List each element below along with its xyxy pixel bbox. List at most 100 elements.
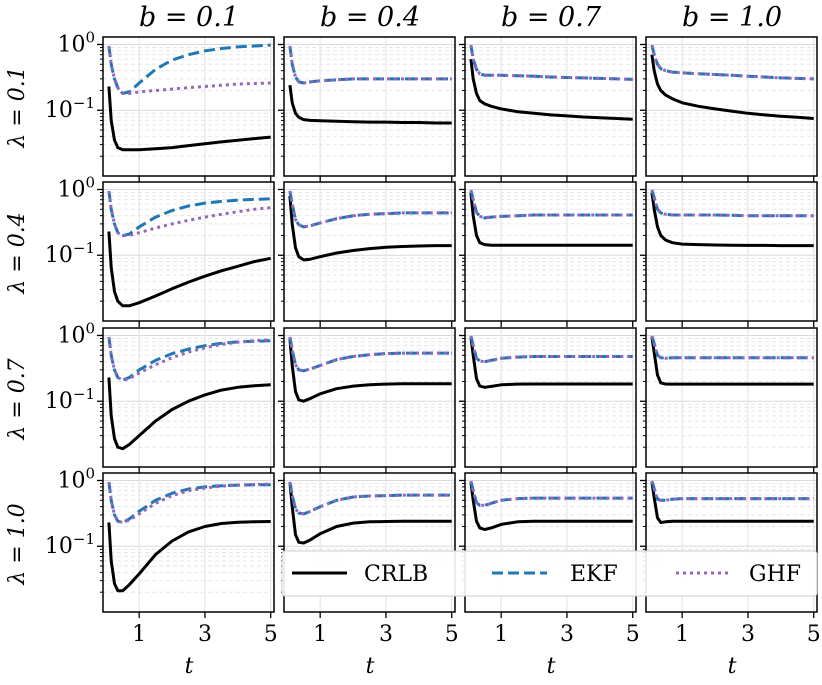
x-axis-label-col1: t [185,654,194,679]
column-title-b-0.7: b = 0.7 [501,2,602,33]
panel-frame [645,472,818,613]
panel-r1-c4 [640,36,818,182]
series-line-ghf [469,480,633,507]
series-line-crlb [288,195,452,262]
series-line-ghf [107,336,271,382]
panel-frame [283,181,456,322]
panel-frame [283,36,456,177]
y-tick-label: 100 [57,319,95,348]
x-tick-label: 3 [379,622,393,647]
series-line-ghf [650,44,814,81]
column-title-b-0.1: b = 0.1 [139,2,239,33]
panel-frame [102,181,275,322]
series-line-ghf [469,335,633,364]
series-line-crlb [469,58,633,121]
x-tick-label: 3 [560,622,574,647]
x-tick-label: 1 [132,622,146,647]
panel-frame [283,472,456,613]
panel-r2-c1: 100 10−1 [45,173,275,327]
panel-r3-c3 [459,327,637,473]
y-tick-label: 10−1 [45,94,95,123]
series-line-crlb [107,231,271,308]
x-tick-label: 5 [264,622,278,647]
y-tick-label: 100 [57,464,95,493]
x-tick-label: 3 [198,622,212,647]
series-line-ghf [107,190,271,237]
series-line-ghf [650,189,814,218]
row-title-lambda-1.0: λ = 1.0 [5,503,30,585]
series-line-crlb [650,481,814,524]
series-line-ekf [288,190,452,229]
series-line-ekf [469,189,633,220]
series-line-crlb [469,336,633,389]
column-title-b-0.4: b = 0.4 [320,2,420,33]
x-tick-label: 1 [494,622,508,647]
series-line-ekf [288,481,452,516]
panel-r2-c3 [459,181,637,327]
series-line-ekf [288,45,452,85]
series-line-crlb [107,377,271,451]
series-line-crlb [650,336,814,386]
series-line-ekf [288,336,452,373]
row-title-lambda-0.7: λ = 0.7 [5,358,30,440]
panel-frame [645,181,818,322]
series-line-crlb [288,481,452,545]
panel-frame [645,36,818,177]
panel-r4-c1: 100 10−1 1 3 5 [45,464,278,647]
y-tick-label: 100 [57,28,95,57]
x-tick-label: 1 [675,622,689,647]
y-tick-label: 100 [57,173,95,202]
series-line-ghf [288,481,452,516]
series-line-crlb [650,192,814,248]
panel-frame [102,36,275,177]
legend: CRLB EKF GHF [281,550,818,597]
x-tick-label: 3 [741,622,755,647]
panel-r3-c2 [278,327,456,473]
panel-r1-c3 [459,36,637,182]
series-line-crlb [469,481,633,531]
column-title-b-1.0: b = 1.0 [682,2,782,33]
x-axis-label-col2: t [366,654,375,679]
series-line-ekf [650,480,814,502]
panel-frame [645,327,818,468]
legend-box [281,550,818,597]
series-line-ekf [469,44,633,81]
series-line-crlb [288,85,452,125]
panel-frame [464,36,637,177]
panel-frame [102,472,275,613]
y-tick-label: 10−1 [45,385,95,414]
x-tick-label: 5 [626,622,640,647]
series-line-ghf [288,336,452,373]
x-axis-label-col3: t [547,654,556,679]
series-line-ghf [650,335,814,360]
x-axis-label-col4: t [728,654,737,679]
panel-frame [464,327,637,468]
series-line-crlb [650,54,814,120]
x-tick-label: 5 [445,622,459,647]
legend-label-crlb: CRLB [364,562,428,587]
series-line-crlb [107,520,271,593]
series-line-ghf [107,45,271,95]
series-line-crlb [288,338,452,403]
row-title-lambda-0.4: λ = 0.4 [5,212,30,294]
panel-r1-c2 [278,36,456,182]
panel-frame [464,472,637,613]
panel-r2-c4 [640,181,818,327]
panel-r3-c1: 100 10−1 [45,319,275,473]
legend-label-ghf: GHF [749,562,801,587]
x-tick-label: 5 [807,622,821,647]
panel-frame [464,181,637,322]
panel-r3-c4 [640,327,818,473]
x-tick-label: 1 [313,622,327,647]
y-tick-label: 10−1 [45,239,95,268]
row-title-lambda-0.1: λ = 0.1 [5,66,30,148]
panels-grid: 100 10−1 100 10−1 100 10−1 100 10−1 1 3 5 1 3 5 1 3 5 1 3 5 [45,28,821,647]
panel-r2-c2 [278,181,456,327]
series-line-ghf [107,481,271,524]
panel-frame [283,327,456,468]
panel-r1-c1: 100 10−1 [45,28,275,182]
legend-label-ekf: EKF [570,562,618,587]
series-line-crlb [107,86,271,152]
panel-frame [102,327,275,468]
